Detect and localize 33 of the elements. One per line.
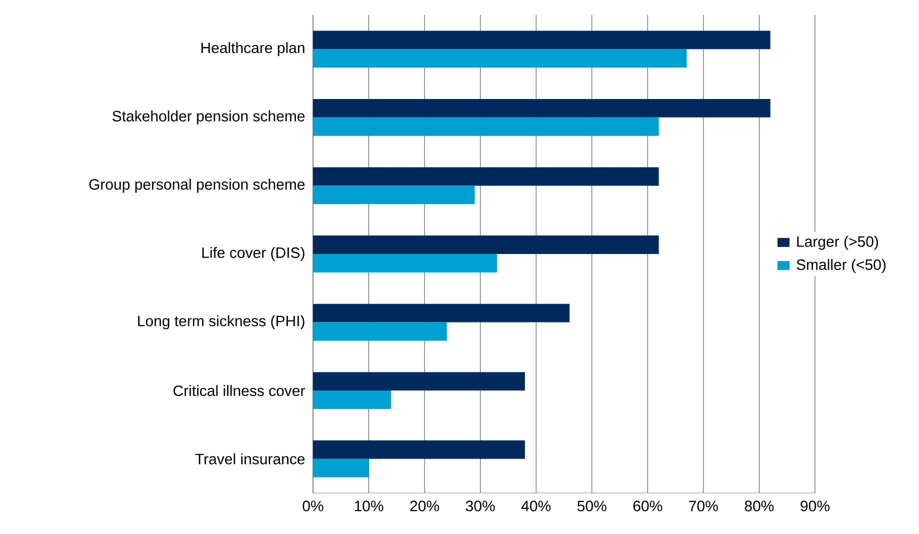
bar (313, 98, 770, 118)
bar (313, 30, 770, 50)
x-tick-label: 0% (302, 500, 324, 512)
bar (313, 440, 525, 459)
x-tick-label: 90% (800, 500, 830, 512)
bar (313, 167, 659, 186)
x-tick-label: 80% (744, 500, 774, 512)
legend-label: Smaller (<50) (796, 258, 886, 273)
bar (313, 390, 392, 409)
x-tick-label: 60% (633, 500, 662, 512)
bar (313, 186, 475, 204)
y-tick-label: Stakeholder pension scheme (112, 110, 305, 124)
x-tick-label: 50% (577, 500, 606, 512)
bar (313, 304, 570, 322)
y-tick-label: Group personal pension scheme (89, 178, 305, 193)
bar (313, 254, 498, 272)
y-tick-label: Long term sickness (PHI) (138, 315, 304, 330)
legend-label: Larger (>50) (797, 236, 878, 250)
x-tick-label: 10% (354, 500, 384, 512)
bar (313, 322, 447, 341)
y-tick-label: Healthcare plan (201, 42, 304, 56)
bar (313, 236, 659, 254)
y-tick-label: Critical illness cover (174, 385, 305, 396)
bar (313, 117, 659, 136)
bar (313, 49, 687, 68)
x-tick-label: 20% (410, 500, 440, 512)
x-tick-label: 40% (521, 500, 551, 512)
y-tick-label: Travel insurance (195, 453, 305, 464)
bar (313, 458, 369, 478)
bar (313, 372, 525, 391)
x-tick-label: 30% (466, 500, 495, 512)
y-tick-label: Life cover (DIS) (202, 247, 304, 261)
x-tick-label: 70% (689, 500, 718, 512)
